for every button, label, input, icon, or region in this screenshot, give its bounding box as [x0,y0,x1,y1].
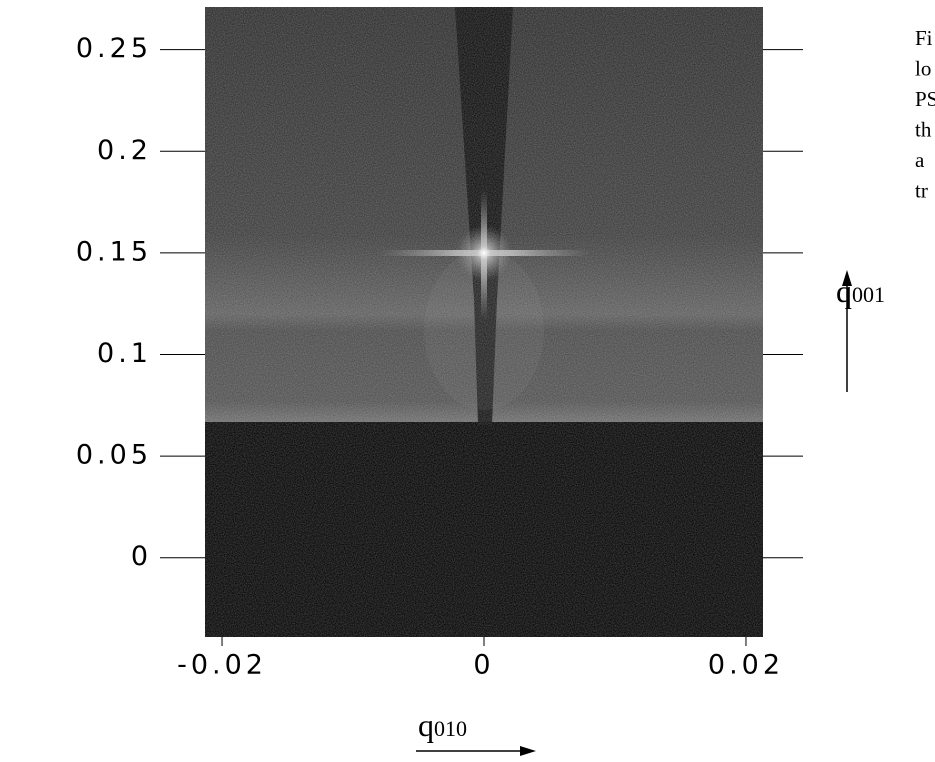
y-tick-label: 0.1 [97,338,152,369]
y-tick-label: 0.2 [97,135,152,166]
caption-line: tr [915,179,928,203]
y-tick-label: 0.05 [76,440,152,471]
x-tick-label: 0.02 [708,650,784,681]
scattering-image [205,7,763,637]
caption-line: a [915,148,925,172]
x-tick-label: 0 [473,650,494,681]
y-arrow-head [842,270,852,286]
caption: Fi lo PS th a tr [915,26,935,203]
y-tick-label: 0 [131,541,152,572]
x-axis-label: q010 [418,707,467,743]
caption-line: lo [915,57,931,81]
y-tick-label: 0.15 [76,236,152,267]
y-tick-label: 0.25 [76,33,152,64]
axes: 0 0.05 0.1 0.15 0.2 0.25 -0.02 0 0.02 [76,33,803,681]
y-axis-label: q001 [836,273,885,309]
caption-line: Fi [915,26,933,50]
x-tick-label: -0.02 [177,650,267,681]
caption-line: th [915,118,932,142]
x-arrow-head [520,746,536,756]
caption-line: PS [915,87,935,111]
